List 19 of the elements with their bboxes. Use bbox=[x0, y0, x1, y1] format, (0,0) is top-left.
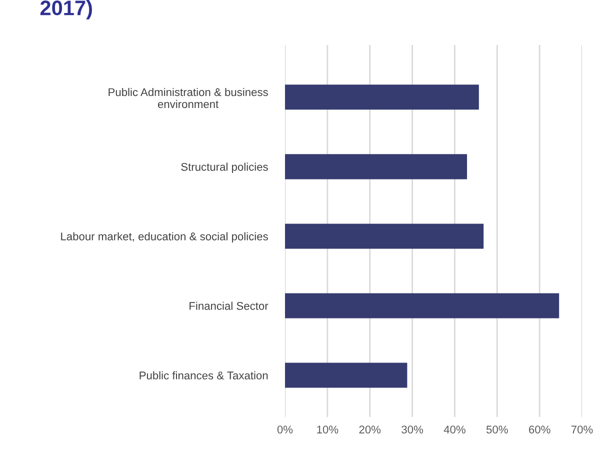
x-tick-label: 70% bbox=[571, 426, 593, 434]
y-tick-label: Labour market, education & social policies bbox=[61, 232, 268, 243]
x-tick-label: 50% bbox=[486, 426, 508, 434]
x-tick-label: 60% bbox=[529, 426, 550, 434]
x-tick-label: 20% bbox=[359, 426, 381, 434]
x-tick-label: 40% bbox=[444, 426, 466, 434]
text: 2017) bbox=[40, 0, 92, 20]
bar bbox=[285, 362, 408, 388]
y-tick-label: Structural policies bbox=[181, 162, 268, 174]
bar bbox=[285, 154, 468, 180]
x-tick-label: 10% bbox=[317, 426, 338, 434]
x-tick-label: 0% bbox=[277, 426, 293, 434]
bar bbox=[285, 84, 479, 110]
bar bbox=[285, 293, 560, 318]
y-tick-label: Public Administration & business environment bbox=[108, 88, 268, 108]
bar bbox=[285, 224, 484, 249]
y-tick-label: Financial Sector bbox=[190, 302, 268, 310]
y-tick-label: Public finances & Taxation bbox=[140, 371, 268, 380]
x-tick-label: 30% bbox=[402, 426, 424, 434]
